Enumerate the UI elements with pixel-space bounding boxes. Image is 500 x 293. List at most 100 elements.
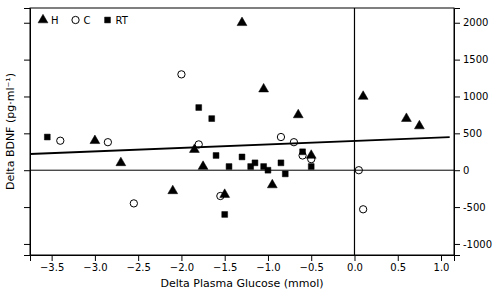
y-tick: 0 — [454, 165, 469, 176]
y-tick-mark — [454, 133, 460, 134]
x-tick-mark — [354, 255, 355, 261]
legend-item: RT — [105, 15, 129, 26]
y-tick-left — [24, 60, 30, 61]
x-tick-label: −2.5 — [127, 262, 151, 273]
y-tick-mark — [24, 96, 30, 97]
y-tick: 1500 — [454, 54, 488, 65]
y-tick-label: 0 — [463, 165, 469, 176]
y-tick-mark — [24, 133, 30, 134]
plot-area: −3.5−3.0−2.5−2.0−1.5−1.0−0.50.00.51.0-10… — [24, 8, 492, 273]
legend: H C RT — [38, 14, 129, 25]
x-tick-label: −2.0 — [170, 262, 194, 273]
point — [44, 134, 50, 140]
y-tick-mark — [454, 170, 460, 171]
plot-frame — [30, 8, 454, 255]
point — [252, 160, 258, 166]
y-tick: 2000 — [454, 17, 488, 28]
point — [300, 149, 306, 155]
y-axis-left-line — [24, 9, 31, 256]
x-tick: −0.5 — [300, 255, 324, 273]
y-tick-mark — [454, 23, 460, 24]
y-tick-label: 1000 — [463, 91, 488, 102]
legend-item: C — [72, 15, 91, 26]
x-tick: 1.0 — [434, 255, 450, 273]
x-tick-mark — [398, 255, 399, 261]
y-axis-right: -1000 -500 0 500 1000 1500 2000 — [454, 9, 492, 256]
point — [308, 164, 314, 170]
point — [217, 192, 224, 199]
y-tick-mark — [454, 60, 460, 61]
x-tick: −1.0 — [256, 255, 280, 273]
point — [226, 164, 232, 170]
x-axis-title: Delta Plasma Glucose (mmol) — [160, 277, 323, 290]
point — [198, 161, 208, 170]
point — [359, 206, 366, 213]
y-tick: 500 — [454, 128, 482, 139]
x-tick-label: −3.0 — [83, 262, 107, 273]
y-tick: -1000 — [454, 239, 492, 250]
chart: −3.5−3.0−2.5−2.0−1.5−1.0−0.50.00.51.0-10… — [0, 0, 500, 293]
point — [308, 155, 315, 162]
point — [267, 179, 277, 188]
y-tick: -500 — [454, 202, 486, 213]
y-tick-mark — [24, 207, 30, 208]
x-tick: −3.5 — [40, 255, 64, 273]
legend-symbol — [38, 14, 48, 23]
x-tick-label: −0.5 — [300, 262, 324, 273]
x-axis-line — [31, 256, 455, 262]
point — [414, 120, 424, 129]
point — [237, 17, 247, 26]
y-tick-left — [24, 96, 30, 97]
x-tick-label: 0.5 — [390, 262, 406, 273]
y-tick-label: 2000 — [463, 17, 488, 28]
y-tick-mark — [454, 244, 460, 245]
x-tick-mark — [311, 255, 312, 261]
legend-symbol — [105, 17, 111, 23]
y-tick-left — [24, 207, 30, 208]
x-tick-mark — [225, 255, 226, 261]
x-tick: −3.0 — [83, 255, 107, 273]
zero-line-x — [354, 8, 355, 255]
x-tick-mark — [52, 255, 53, 261]
point — [265, 167, 271, 173]
y-axis-left — [24, 9, 31, 256]
point — [57, 137, 64, 144]
regression-line — [30, 137, 450, 154]
x-tick: 0.5 — [390, 255, 406, 273]
point — [290, 139, 297, 146]
legend-label: H — [51, 15, 59, 26]
point — [278, 160, 284, 166]
x-axis: −3.5−3.0−2.5−2.0−1.5−1.0−0.50.00.51.0 — [31, 255, 455, 273]
y-tick-mark — [24, 170, 30, 171]
y-tick-label: 500 — [463, 128, 482, 139]
x-tick-mark — [268, 255, 269, 261]
zero-line-y — [30, 170, 454, 171]
x-tick-label: 0.0 — [347, 262, 363, 273]
x-tick: −2.0 — [170, 255, 194, 273]
y-tick-label: -500 — [463, 202, 486, 213]
y-tick-label: -1000 — [463, 239, 492, 250]
y-tick: 1000 — [454, 91, 488, 102]
series-points — [44, 105, 314, 218]
y-tick-mark — [24, 244, 30, 245]
data-layer — [30, 8, 454, 255]
point — [401, 113, 411, 122]
point — [178, 71, 185, 78]
y-axis-title: Delta BDNF (pg·ml⁻¹) — [4, 73, 17, 190]
y-tick-left — [24, 170, 30, 171]
point — [277, 133, 284, 140]
x-tick-mark — [138, 255, 139, 261]
x-tick: 0.0 — [347, 255, 363, 273]
point — [116, 157, 126, 166]
point — [168, 185, 178, 194]
point — [282, 171, 288, 177]
point — [90, 135, 100, 144]
point — [358, 91, 368, 100]
series-points — [90, 17, 424, 197]
x-tick-label: −1.0 — [256, 262, 280, 273]
y-tick-mark — [454, 96, 460, 97]
x-tick: −2.5 — [127, 255, 151, 273]
x-tick-label: −3.5 — [40, 262, 64, 273]
point — [239, 154, 245, 160]
point — [293, 109, 303, 118]
